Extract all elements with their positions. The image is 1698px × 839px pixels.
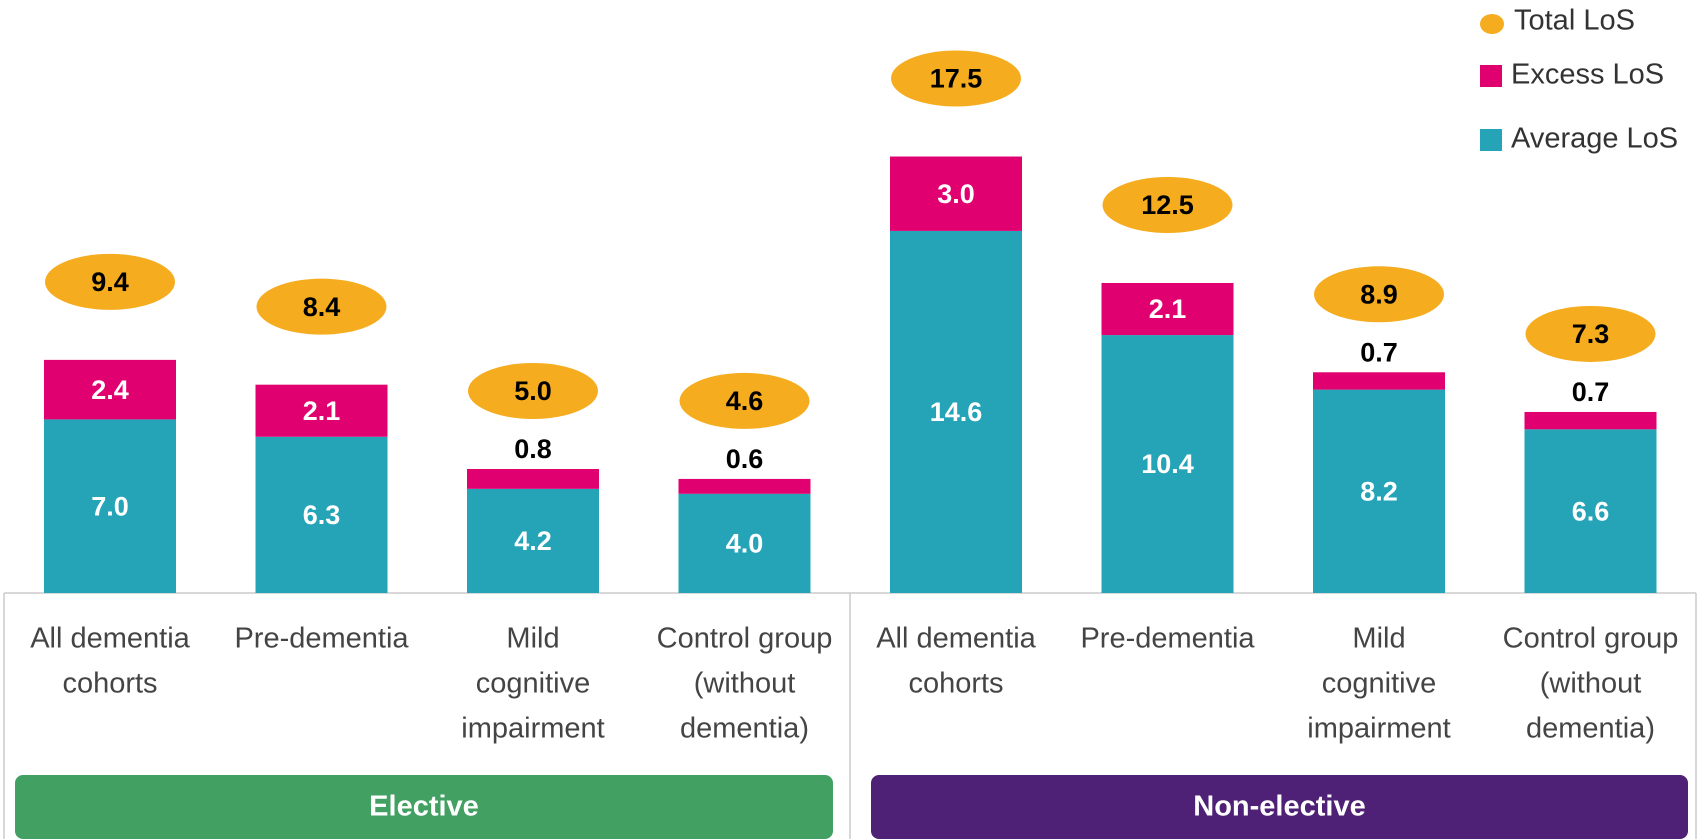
bar-segment xyxy=(1101,283,1234,336)
legend-swatch xyxy=(1480,129,1502,151)
legend-swatch xyxy=(1480,14,1504,34)
total-marker xyxy=(1525,305,1656,362)
bar-segment xyxy=(467,469,599,489)
total-label: 9.4 xyxy=(91,267,129,297)
total-marker xyxy=(1102,177,1233,233)
x-tick-label: Pre-dementia xyxy=(234,623,409,655)
data-label: 7.0 xyxy=(91,491,129,521)
data-label: 2.1 xyxy=(303,396,341,426)
bar-segment xyxy=(44,419,176,593)
x-tick-label: dementia) xyxy=(680,713,809,745)
x-tick-label: (without xyxy=(694,668,796,700)
data-label: 0.7 xyxy=(1572,377,1610,407)
x-tick-label: dementia) xyxy=(1526,713,1655,745)
legend-label: Excess LoS xyxy=(1511,59,1664,91)
total-label: 7.3 xyxy=(1572,319,1610,349)
bar-segment xyxy=(467,488,599,593)
total-marker xyxy=(256,278,387,335)
total-marker xyxy=(891,50,1021,107)
total-label: 8.9 xyxy=(1360,279,1398,309)
data-label: 2.1 xyxy=(1149,294,1187,324)
bar-segment xyxy=(678,493,811,593)
x-tick-label: Pre-dementia xyxy=(1080,623,1255,655)
x-tick-label: cognitive xyxy=(476,668,590,700)
data-label: 4.0 xyxy=(726,529,764,559)
data-label: 6.6 xyxy=(1572,496,1610,526)
x-tick-label: cohorts xyxy=(908,668,1003,700)
data-label: 2.4 xyxy=(91,375,129,405)
total-marker xyxy=(468,363,598,419)
group-label: Non-elective xyxy=(1193,791,1365,823)
bar-segment xyxy=(1101,335,1234,593)
bar-segment xyxy=(1313,389,1445,593)
total-label: 17.5 xyxy=(930,64,983,94)
data-label: 3.0 xyxy=(937,179,975,209)
data-label: 0.7 xyxy=(1360,337,1398,367)
group-band xyxy=(15,775,833,839)
bar-segment xyxy=(255,384,388,437)
bar-segment xyxy=(1524,411,1657,430)
total-label: 4.6 xyxy=(726,386,764,416)
x-tick-label: cohorts xyxy=(62,668,157,700)
x-tick-label: All dementia xyxy=(876,623,1036,655)
x-tick-label: Control group xyxy=(657,623,833,655)
data-label: 4.2 xyxy=(514,526,552,556)
x-tick-label: impairment xyxy=(461,713,604,745)
bar-segment xyxy=(44,359,176,420)
total-marker xyxy=(679,372,810,429)
legend-label: Total LoS xyxy=(1514,5,1635,37)
x-tick-label: All dementia xyxy=(30,623,190,655)
total-marker xyxy=(45,253,175,310)
total-label: 5.0 xyxy=(514,376,552,406)
data-label: 8.2 xyxy=(1360,476,1398,506)
bar-segment xyxy=(890,230,1022,594)
x-tick-label: Mild xyxy=(506,623,559,655)
group-label: Elective xyxy=(369,791,479,823)
total-label: 8.4 xyxy=(303,292,341,322)
x-tick-label: cognitive xyxy=(1322,668,1436,700)
data-label: 6.3 xyxy=(303,500,341,530)
x-tick-label: impairment xyxy=(1307,713,1450,745)
bar-segment xyxy=(890,156,1022,231)
legend-label: Average LoS xyxy=(1511,123,1678,155)
data-label: 0.8 xyxy=(514,434,552,464)
x-tick-label: Control group xyxy=(1503,623,1679,655)
data-label: 10.4 xyxy=(1141,449,1194,479)
x-tick-label: (without xyxy=(1540,668,1642,700)
data-label: 14.6 xyxy=(930,397,983,427)
total-label: 12.5 xyxy=(1141,190,1194,220)
legend-swatch xyxy=(1480,65,1502,87)
data-label: 0.6 xyxy=(726,444,764,474)
total-marker xyxy=(1314,266,1444,323)
group-band xyxy=(871,775,1688,839)
bar-segment xyxy=(678,478,811,494)
bar-segment xyxy=(1524,429,1657,593)
x-tick-label: Mild xyxy=(1352,623,1405,655)
bar-segment xyxy=(255,436,388,593)
bar-segment xyxy=(1313,372,1445,390)
